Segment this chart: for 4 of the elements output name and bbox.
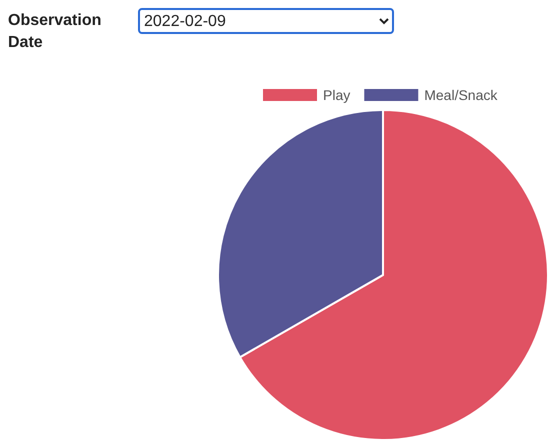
legend-label: Meal/Snack (424, 87, 498, 103)
legend-label: Play (323, 87, 350, 103)
date-select: 2022-02-09 (138, 8, 394, 34)
text: Observation Date (8, 11, 102, 53)
